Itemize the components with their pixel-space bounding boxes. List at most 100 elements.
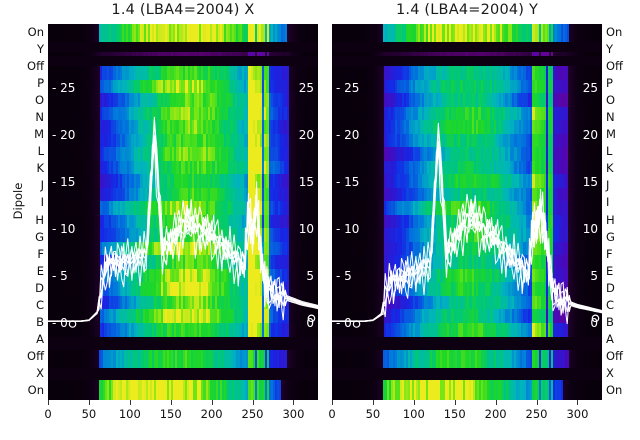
dipole-tick-left-19: Off [27,349,44,364]
heatmap-cell [268,147,272,162]
heatmap-cell [183,106,186,121]
heatmap-cell [106,66,110,81]
heatmap-cell [259,93,263,108]
heatmap-cell [219,120,222,135]
heatmap-cell [153,174,157,189]
heatmap-cell [273,66,276,81]
heatmap-cell [176,120,179,135]
heatmap-cell [68,52,71,56]
heatmap-cell [126,147,130,162]
heatmap-cell [97,79,101,94]
heatmap-cell [124,120,128,135]
heatmap-cell [219,93,222,108]
heatmap-cell [250,52,253,56]
heatmap-cell [50,79,53,94]
heatmap-cell [256,24,259,42]
heatmap-cell [79,147,83,162]
heatmap-cell [160,24,163,42]
heatmap-cell [86,120,89,135]
heatmap-cell [138,174,141,189]
heatmap-cell [250,133,254,148]
heatmap-cell [241,147,245,162]
heatmap-cell [279,52,282,56]
heatmap-cell [169,147,173,162]
heatmap-cell [77,133,80,148]
heatmap-cell [140,93,143,108]
heatmap-cell [237,160,240,175]
heatmap-cell [198,147,202,162]
heatmap-cell [219,66,222,81]
dipole-tick-right-18: A [606,332,614,347]
heatmap-cell [117,160,121,175]
heatmap-cell [70,160,74,175]
heatmap-cell [211,52,214,56]
heatmap-cell [183,133,186,148]
heatmap-cell [221,66,224,81]
heatmap-cell [95,93,98,108]
heatmap-cell [106,133,110,148]
heatmap-cell [68,147,71,162]
heatmap-cell [107,52,110,56]
heatmap-cell [291,133,294,148]
heatmap-cell [81,106,85,121]
heatmap-cell [228,93,231,108]
heatmap-cell [219,52,223,56]
heatmap-cell [90,79,94,94]
heatmap-cell [131,93,134,108]
heatmap-cell [106,106,110,121]
heatmap-cell [246,93,249,108]
heatmap-cell [192,66,195,81]
heatmap-cell [131,106,134,121]
heatmap-cell [273,106,276,121]
heatmap-cell [313,120,317,135]
heatmap-cell [234,106,238,121]
baseline-marker [307,314,316,323]
heatmap-cell [135,106,139,121]
heatmap-cell [170,24,174,42]
heatmap-cell [95,160,98,175]
heatmap-cell [113,66,116,81]
heatmap-cell [171,133,175,148]
heatmap-cell [165,174,168,189]
heatmap-cell [88,24,92,42]
heatmap-cell [111,66,114,81]
heatmap-cell [117,120,121,135]
heatmap-cell [221,106,224,121]
heatmap-cell [205,147,209,162]
heatmap-cell [234,24,237,42]
heatmap-cell [126,133,130,148]
heatmap-cell [95,52,98,56]
heatmap-cell [205,106,209,121]
heatmap-cell [66,174,69,189]
heatmap-cell [187,79,191,94]
heatmap-cell [257,79,260,94]
heatmap-cell [108,160,112,175]
heatmap-cell [232,93,236,108]
heatmap-cell [97,133,101,148]
heatmap-cell [178,52,182,56]
heatmap-cell [52,120,56,135]
heatmap-cell [48,106,51,121]
heatmap-cell [162,174,166,189]
heatmap-cell [93,147,96,162]
heatmap-cell [275,120,278,135]
heatmap-cell [185,93,188,108]
heatmap-cell [293,120,296,135]
heatmap-cell [103,52,106,56]
heatmap-cell [288,133,292,148]
heatmap-cell [257,106,260,121]
heatmap-cell [99,66,103,81]
heatmap-cell [178,79,182,94]
heatmap-cell [315,24,318,42]
heatmap-cell [131,24,135,42]
heatmap-cell [284,160,287,175]
heatmap-cell [72,106,76,121]
heatmap-cell [142,174,146,189]
heatmap-cell [174,147,177,162]
heatmap-cell [115,174,119,189]
heatmap-cell [178,147,182,162]
heatmap-cell [152,24,155,42]
heatmap-cell [172,24,176,42]
